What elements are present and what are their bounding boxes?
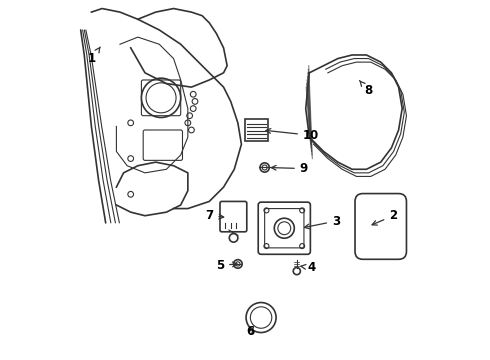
Text: 4: 4: [301, 261, 315, 274]
Text: 10: 10: [266, 129, 319, 142]
Text: 9: 9: [271, 162, 308, 175]
Text: 6: 6: [246, 325, 254, 338]
Text: 2: 2: [372, 209, 397, 225]
Text: 7: 7: [205, 209, 224, 222]
Text: 3: 3: [304, 215, 340, 229]
Text: 8: 8: [360, 81, 372, 97]
Text: 1: 1: [88, 47, 100, 65]
Bar: [245, 119, 268, 141]
Text: 5: 5: [216, 258, 237, 271]
